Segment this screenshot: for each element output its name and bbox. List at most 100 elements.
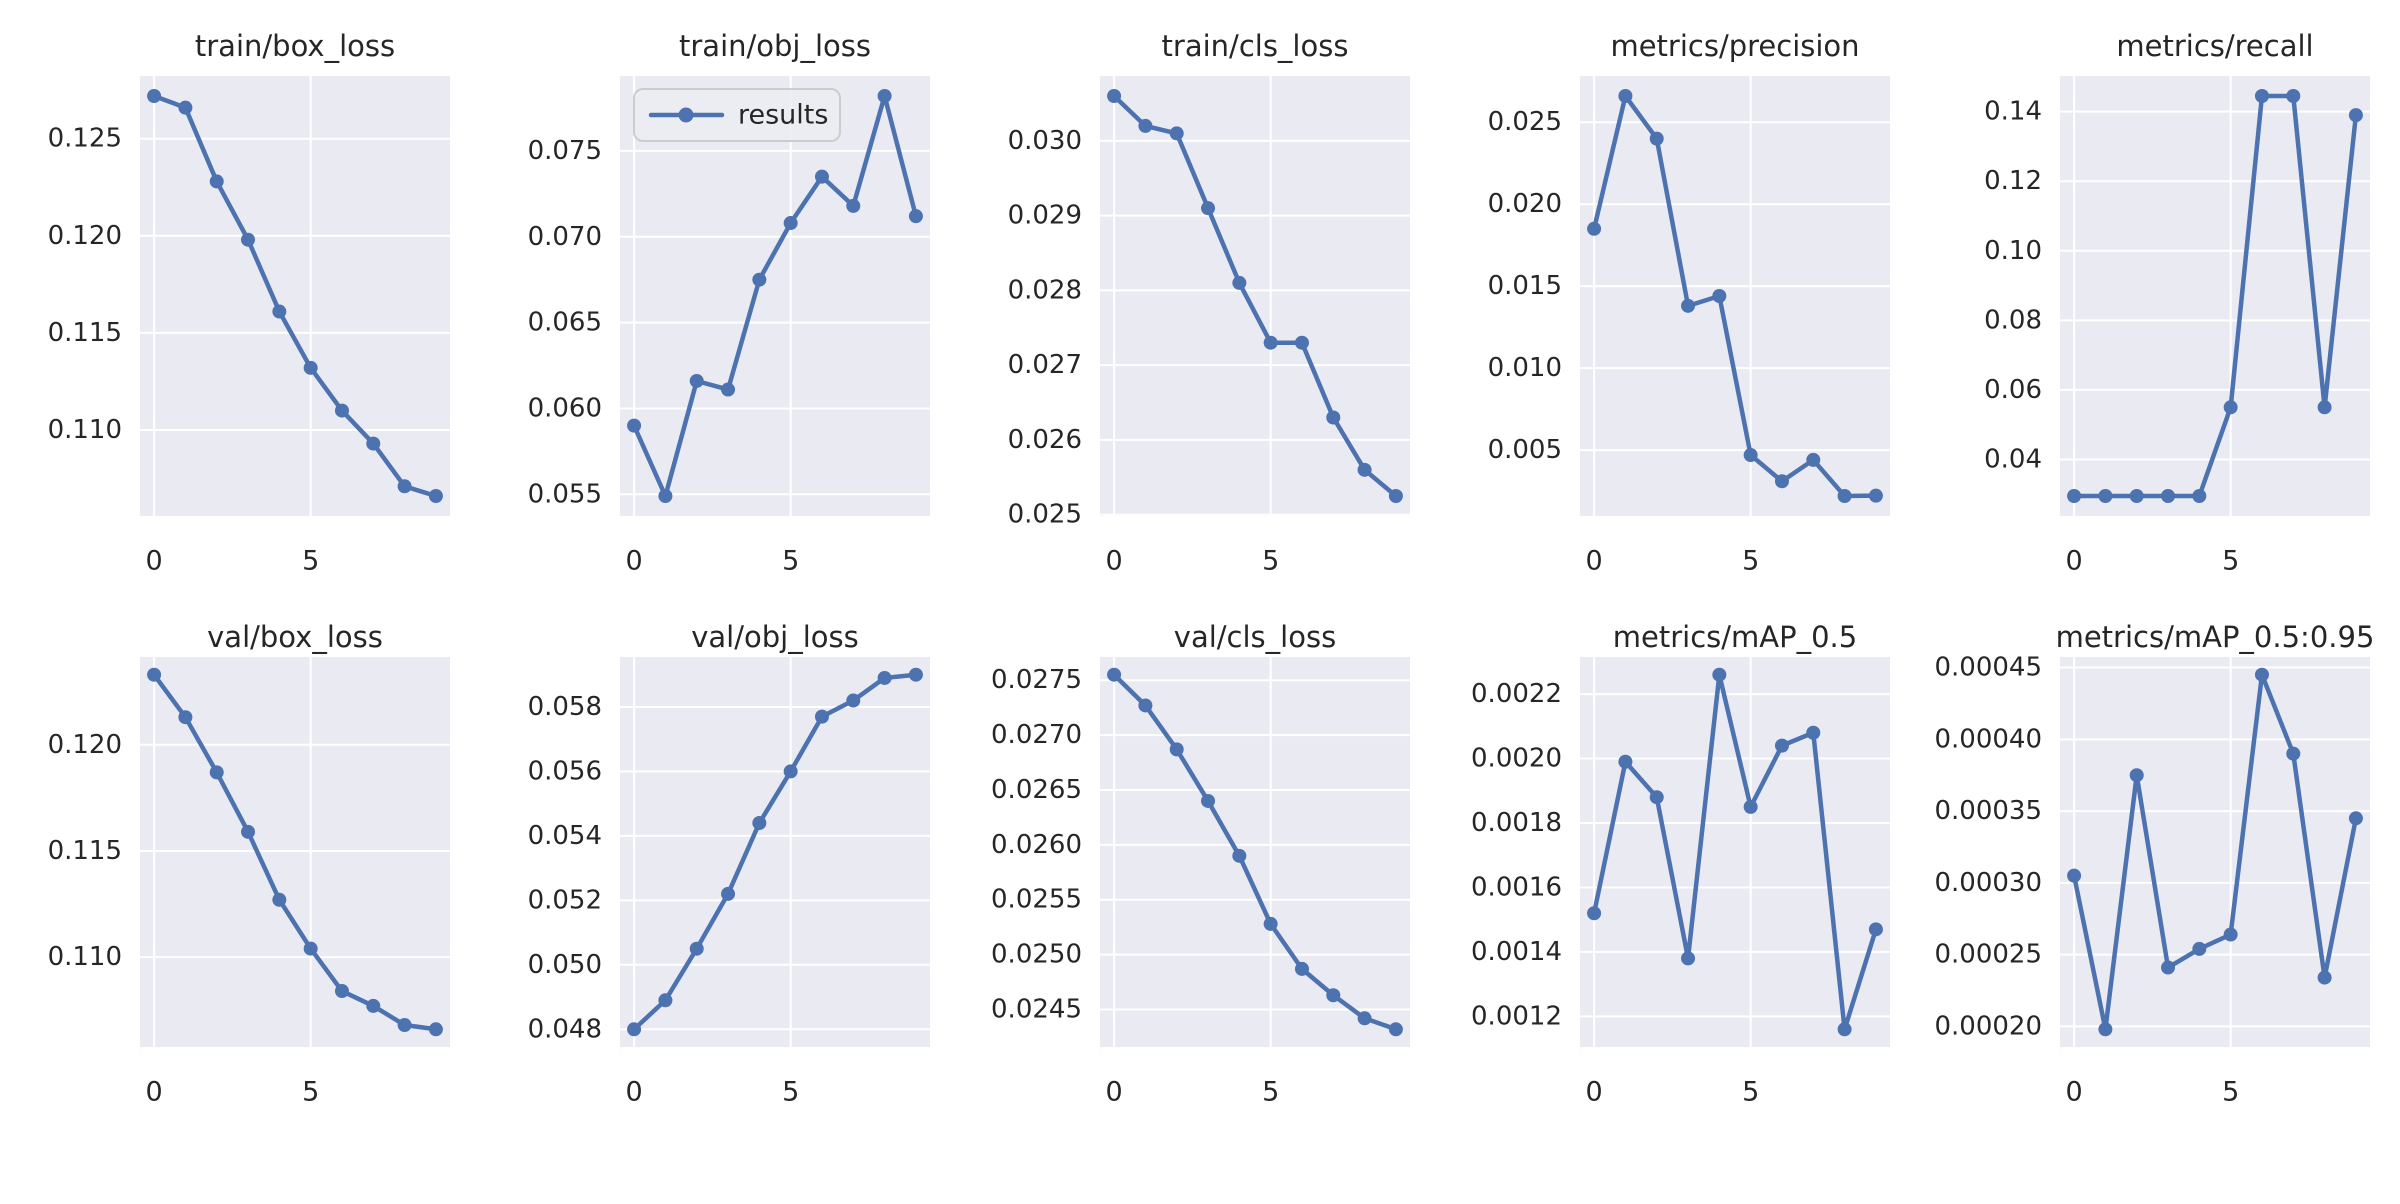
data-point-marker [1681, 298, 1696, 313]
plot-area [140, 657, 450, 1047]
x-tick-label: 0 [145, 1077, 162, 1108]
data-point-marker [2286, 746, 2301, 761]
data-point-marker [627, 418, 642, 433]
data-point-marker [627, 1022, 642, 1037]
y-tick-label: 0.055 [528, 479, 602, 509]
data-point-marker [783, 216, 798, 231]
subplot-metrics/mAP_0.5: 0.0012 0.0014 0.0016 0.0018 0.0020 0.0022 0 5 me… [1440, 600, 1920, 1200]
subplot-canvas: 0.00020 0.00025 0.00030 0.00035 0.00040 0.000… [1934, 620, 2374, 1108]
data-point-marker [2129, 768, 2144, 783]
y-tick-label: 0.120 [48, 730, 122, 760]
data-point-marker [2067, 868, 2082, 883]
y-tick-label: 0.010 [1488, 353, 1562, 383]
data-point-marker [2161, 489, 2176, 503]
y-tick-label: 0.0270 [991, 720, 1082, 750]
y-tick-label: 0.110 [48, 415, 122, 445]
chart-title: val/obj_loss [691, 620, 859, 654]
y-tick-label: 0.06 [1984, 375, 2042, 405]
x-tick-label: 5 [302, 1077, 319, 1108]
series-line [631, 93, 919, 499]
y-tick-label: 0.00045 [1934, 653, 2042, 683]
chart-title: val/box_loss [207, 620, 383, 654]
data-point-marker [1232, 848, 1247, 863]
data-point-marker [2192, 941, 2207, 956]
y-tick-label: 0.0014 [1471, 937, 1562, 967]
data-point-marker [877, 89, 892, 103]
data-point-marker [1618, 754, 1633, 769]
y-tick-label: 0.00040 [1934, 724, 2042, 754]
data-point-marker [1294, 335, 1309, 350]
data-point-marker [814, 709, 829, 724]
y-tick-label: 0.110 [48, 942, 122, 972]
y-tick-label: 0.14 [1984, 97, 2042, 127]
y-tick-label: 0.065 [528, 308, 602, 338]
y-tick-label: 0.0020 [1471, 744, 1562, 774]
subplot-val/obj_loss: 0.048 0.050 0.052 0.054 0.056 0.058 0 5 val/obj_… [480, 600, 960, 1200]
subplot-metrics/recall: 0.04 0.06 0.08 0.10 0.12 0.14 0 5 metrics/recall [1920, 0, 2400, 600]
data-point-marker [877, 670, 892, 685]
subplot-train/cls_loss: 0.025 0.026 0.027 0.028 0.029 0.030 0 5 train/cl… [960, 0, 1440, 600]
subplot-train/box_loss: 0.110 0.115 0.120 0.125 0 5 train/box_loss [0, 0, 480, 600]
series-line [151, 672, 439, 1032]
subplot-canvas: 0.0245 0.0250 0.0255 0.0260 0.0265 0.0270 0.02… [991, 620, 1410, 1108]
y-tick-label: 0.0022 [1471, 679, 1562, 709]
plot-area [1100, 76, 1410, 516]
y-tick-label: 0.025 [1488, 107, 1562, 137]
data-point-marker [334, 984, 349, 999]
y-tick-label: 0.015 [1488, 271, 1562, 301]
data-point-marker [2317, 400, 2332, 415]
data-point-marker [2254, 89, 2269, 103]
data-point-marker [1774, 474, 1789, 489]
data-point-marker [241, 232, 256, 247]
data-point-marker [1774, 738, 1789, 753]
x-tick-label: 5 [2222, 546, 2239, 577]
legend: results [633, 88, 841, 142]
data-point-marker [1326, 410, 1341, 425]
y-tick-label: 0.125 [48, 124, 122, 154]
subplot-canvas: 0.055 0.060 0.065 0.070 0.075 0 5 train/obj_los… [528, 29, 930, 577]
data-point-marker [1806, 452, 1821, 467]
chart-title: val/cls_loss [1174, 620, 1336, 654]
data-point-marker [2286, 89, 2301, 103]
data-point-marker [1837, 1022, 1852, 1037]
x-tick-label: 5 [782, 1077, 799, 1108]
data-point-marker [846, 693, 861, 708]
y-tick-label: 0.028 [1008, 275, 1082, 305]
data-point-marker [2192, 489, 2207, 503]
data-point-marker [209, 174, 224, 189]
y-tick-label: 0.0012 [1471, 1001, 1562, 1031]
data-point-marker [908, 209, 923, 224]
data-point-marker [1587, 221, 1602, 236]
y-tick-label: 0.115 [48, 836, 122, 866]
y-tick-label: 0.00025 [1934, 940, 2042, 970]
data-point-marker [1743, 799, 1758, 814]
data-point-marker [752, 272, 767, 287]
legend-label: results [738, 100, 828, 131]
data-point-marker [366, 436, 381, 451]
data-point-marker [272, 304, 287, 319]
y-tick-label: 0.10 [1984, 236, 2042, 266]
data-point-marker [814, 169, 829, 184]
data-point-marker [366, 998, 381, 1013]
data-point-marker [1326, 988, 1341, 1003]
data-point-marker [2348, 811, 2363, 826]
y-tick-label: 0.060 [528, 393, 602, 423]
data-point-marker [2067, 489, 2082, 503]
subplot-train/obj_loss: 0.055 0.060 0.065 0.070 0.075 0 5 train/obj_los… [480, 0, 960, 600]
x-tick-label: 5 [1262, 1077, 1279, 1108]
series-line [1111, 672, 1399, 1032]
y-tick-label: 0.0255 [991, 885, 1082, 915]
x-tick-label: 5 [302, 546, 319, 577]
data-point-marker [428, 1022, 443, 1037]
x-tick-label: 0 [1585, 1077, 1602, 1108]
plot-area [2060, 657, 2370, 1047]
x-tick-label: 5 [1742, 546, 1759, 577]
y-tick-label: 0.054 [528, 821, 602, 851]
subplot-canvas: 0.025 0.026 0.027 0.028 0.029 0.030 0 5 train/cl… [1008, 29, 1410, 577]
series-line [2071, 672, 2359, 1032]
subplot-metrics/precision: 0.005 0.010 0.015 0.020 0.025 0 5 metrics/preci… [1440, 0, 1920, 600]
plot-area [140, 76, 450, 516]
chart-title: train/box_loss [195, 29, 395, 63]
data-point-marker [752, 815, 767, 830]
